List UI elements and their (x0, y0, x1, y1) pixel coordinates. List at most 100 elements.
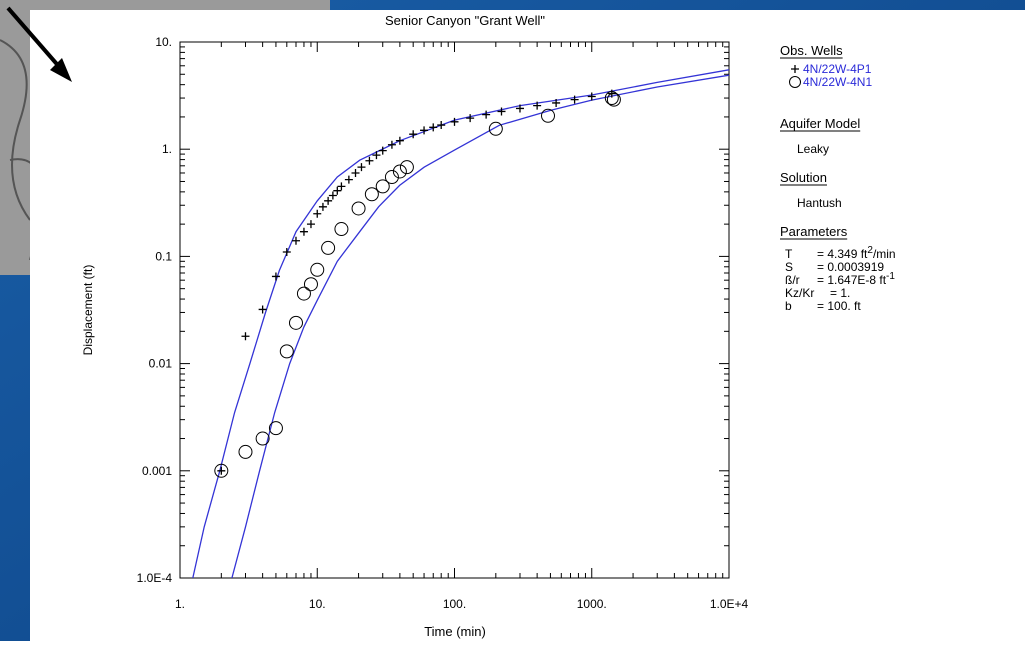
fit-curve (192, 69, 729, 578)
point (214, 463, 229, 478)
point (241, 332, 250, 341)
param-value-text: = 1.647E-8 ft (817, 273, 887, 287)
point (357, 163, 366, 172)
panel-text: Leaky (797, 142, 829, 156)
x-tick-label: 1000. (577, 597, 607, 611)
point (466, 114, 475, 123)
point (324, 196, 333, 205)
point (351, 168, 360, 177)
point (570, 95, 579, 104)
legend-marker (789, 76, 801, 88)
legend-label: 4N/22W-4P1 (803, 62, 872, 76)
panel-heading: Aquifer Model (780, 116, 860, 131)
y-tick-label: 10. (155, 35, 172, 49)
point (378, 146, 387, 155)
point (552, 98, 561, 107)
point (268, 421, 283, 436)
x-tick-label: 100. (443, 597, 466, 611)
panel-heading: Obs. Wells (780, 43, 843, 58)
point (384, 170, 399, 185)
param-sup: 2 (867, 245, 873, 256)
point (497, 107, 506, 116)
point (437, 121, 446, 130)
chart-title: Senior Canyon "Grant Well" (385, 13, 545, 28)
param-name: S (785, 260, 793, 274)
point (429, 123, 438, 132)
x-tick-label: 1. (175, 597, 185, 611)
panel-heading: Parameters (780, 224, 848, 239)
point (450, 117, 459, 126)
point (321, 240, 336, 255)
param-name: ß/r (785, 273, 800, 287)
param-name: b (785, 299, 792, 313)
y-tick-label: 0.1 (155, 249, 172, 263)
point (337, 182, 346, 191)
point (364, 187, 379, 202)
point (488, 121, 503, 136)
point (399, 160, 414, 175)
param-value: = 4.349 ft2/min (817, 245, 896, 261)
point (541, 108, 556, 123)
y-tick-label: 0.001 (142, 464, 172, 478)
point (606, 92, 621, 107)
y-tick-label: 1. (162, 142, 172, 156)
point (288, 315, 303, 330)
param-value-text: = 4.349 ft (817, 247, 868, 261)
point (420, 126, 429, 135)
point (258, 305, 267, 314)
point (344, 175, 353, 184)
point (587, 92, 596, 101)
y-tick-label: 1.0E-4 (137, 571, 173, 585)
y-axis-label: Displacement (ft) (81, 265, 95, 356)
panel-heading: Solution (780, 170, 827, 185)
param-value-text: = 0.0003919 (817, 260, 884, 274)
x-axis-label: Time (min) (424, 624, 486, 639)
legend-marker (791, 65, 799, 73)
point (291, 236, 300, 245)
point (482, 110, 491, 119)
point (303, 277, 318, 292)
point (392, 164, 407, 179)
fit-curve (231, 74, 729, 578)
point (604, 91, 619, 106)
x-tick-label: 1.0E+4 (710, 597, 749, 611)
param-value: = 100. ft (817, 299, 861, 313)
point (375, 179, 390, 194)
param-value-text: = 1. (830, 286, 850, 300)
param-rest: /min (873, 247, 896, 261)
point (255, 431, 270, 446)
y-tick-label: 0.01 (149, 357, 173, 371)
arrow-head (50, 58, 72, 82)
point (279, 344, 294, 359)
chart-panel (30, 10, 1025, 641)
point (299, 227, 308, 236)
param-value: = 0.0003919 (817, 260, 884, 274)
point (515, 104, 524, 113)
point (282, 247, 291, 256)
point (328, 191, 337, 200)
param-value: = 1.647E-8 ft-1 (817, 271, 895, 287)
point (533, 101, 542, 110)
point (372, 151, 381, 160)
param-value: = 1. (830, 286, 850, 300)
param-sup: -1 (886, 271, 895, 282)
point (395, 136, 404, 145)
point (313, 209, 322, 218)
point (217, 466, 226, 475)
point (333, 186, 342, 195)
panel-text: Hantush (797, 196, 842, 210)
point (306, 220, 315, 229)
point (387, 140, 396, 149)
legend-label: 4N/22W-4N1 (803, 75, 872, 89)
x-tick-label: 10. (309, 597, 326, 611)
param-name: T (785, 247, 793, 261)
arrow-shaft (6, 6, 64, 72)
point (271, 272, 280, 281)
point (334, 222, 349, 237)
point (310, 262, 325, 277)
param-value-text: = 100. ft (817, 299, 861, 313)
point (318, 202, 327, 211)
point (365, 156, 374, 165)
point (409, 130, 418, 139)
